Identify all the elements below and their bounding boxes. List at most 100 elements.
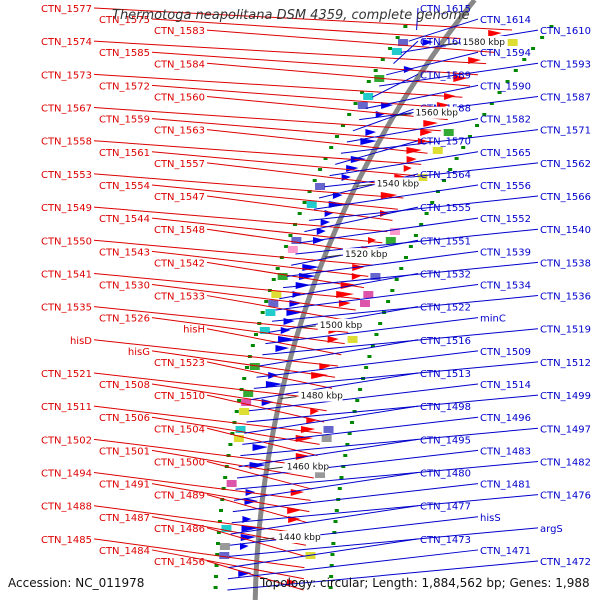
gene-label[interactable]: CTN_1539 bbox=[480, 247, 531, 258]
gene-label[interactable]: CTN_1575 bbox=[99, 15, 150, 26]
gene-label[interactable]: CTN_1516 bbox=[420, 336, 471, 347]
gene-label[interactable]: CTN_1512 bbox=[540, 358, 591, 369]
gene-label[interactable]: CTN_1614 bbox=[480, 15, 531, 26]
gene-label[interactable]: CTN_1526 bbox=[99, 314, 150, 325]
gene-label[interactable]: CTN_1510 bbox=[154, 391, 205, 402]
gene-label[interactable]: CTN_1543 bbox=[99, 247, 150, 258]
gene-label[interactable]: CTN_1476 bbox=[540, 491, 591, 502]
gene-label[interactable]: CTN_1562 bbox=[540, 159, 591, 170]
gene-label[interactable]: CTN_1590 bbox=[480, 81, 531, 92]
gene-label[interactable]: CTN_1547 bbox=[154, 192, 205, 203]
gene-label[interactable]: CTN_1540 bbox=[540, 225, 591, 236]
gene-label[interactable]: CTN_1550 bbox=[41, 236, 92, 247]
gene-label[interactable]: CTN_1508 bbox=[99, 380, 150, 391]
gene-label[interactable]: CTN_1567 bbox=[41, 104, 92, 115]
gene-label[interactable]: CTN_1506 bbox=[99, 413, 150, 424]
gene-label[interactable]: CTN_1582 bbox=[480, 115, 531, 126]
gene-label[interactable]: CTN_1593 bbox=[540, 59, 591, 70]
gene-label[interactable]: CTN_1560 bbox=[154, 92, 205, 103]
gene-label[interactable]: CTN_1509 bbox=[480, 347, 531, 358]
gene-label[interactable]: CTN_1534 bbox=[480, 281, 531, 292]
gene-label[interactable]: CTN_1548 bbox=[154, 225, 205, 236]
gene-label[interactable]: CTN_1519 bbox=[540, 325, 591, 336]
gene-label[interactable]: CTN_1523 bbox=[154, 358, 205, 369]
gene-label[interactable]: CTN_1488 bbox=[41, 502, 92, 513]
gene-label[interactable]: CTN_1544 bbox=[99, 214, 150, 225]
gene-label[interactable]: hisD bbox=[70, 336, 92, 347]
gene-label[interactable]: CTN_1572 bbox=[99, 81, 150, 92]
gene-label[interactable]: CTN_1473 bbox=[420, 535, 471, 546]
gene-label[interactable]: CTN_1486 bbox=[154, 524, 205, 535]
gene-label[interactable]: CTN_1480 bbox=[420, 469, 471, 480]
gene-label[interactable]: CTN_1552 bbox=[480, 214, 531, 225]
gene-label[interactable]: CTN_1533 bbox=[154, 292, 205, 303]
gene-label[interactable]: CTN_1536 bbox=[540, 292, 591, 303]
gene-label[interactable]: CTN_1553 bbox=[41, 170, 92, 181]
gene-label[interactable]: CTN_1501 bbox=[99, 446, 150, 457]
gene-label[interactable]: CTN_1570 bbox=[420, 137, 471, 148]
gene-label[interactable]: CTN_1555 bbox=[420, 203, 471, 214]
gene-label[interactable]: CTN_1594 bbox=[480, 48, 531, 59]
gene-label[interactable]: CTN_1495 bbox=[420, 435, 471, 446]
gene-label[interactable]: hisS bbox=[480, 513, 501, 524]
gene-label[interactable]: CTN_1566 bbox=[540, 192, 591, 203]
gene-label[interactable]: CTN_1513 bbox=[420, 369, 471, 380]
gene-label[interactable]: CTN_1489 bbox=[154, 491, 205, 502]
gene-label[interactable]: CTN_1538 bbox=[540, 258, 591, 269]
gene-label[interactable]: CTN_1589 bbox=[420, 70, 471, 81]
gene-label[interactable]: CTN_1522 bbox=[420, 303, 471, 314]
gene-label[interactable]: CTN_1551 bbox=[420, 236, 471, 247]
gene-label[interactable]: CTN_1556 bbox=[480, 181, 531, 192]
gene-label[interactable]: hisH bbox=[183, 325, 205, 336]
gene-label[interactable]: argS bbox=[540, 524, 563, 535]
gene-label[interactable]: CTN_1482 bbox=[540, 457, 591, 468]
gene-label[interactable]: CTN_1504 bbox=[154, 424, 205, 435]
gene-label[interactable]: CTN_1481 bbox=[480, 480, 531, 491]
gene-label[interactable]: CTN_1487 bbox=[99, 513, 150, 524]
gene-label[interactable]: CTN_1563 bbox=[154, 126, 205, 137]
gene-label[interactable]: CTN_1573 bbox=[41, 70, 92, 81]
gene-label[interactable]: CTN_1514 bbox=[480, 380, 531, 391]
gene-label[interactable]: CTN_1485 bbox=[41, 535, 92, 546]
gene-label[interactable]: CTN_1502 bbox=[41, 435, 92, 446]
gene-label[interactable]: CTN_1564 bbox=[420, 170, 471, 181]
gene-label[interactable]: CTN_1571 bbox=[540, 126, 591, 137]
gene-label[interactable]: CTN_1549 bbox=[41, 203, 92, 214]
gene-label[interactable]: CTN_1494 bbox=[41, 469, 92, 480]
gene-label[interactable]: CTN_1603 bbox=[420, 37, 471, 48]
gene-label[interactable]: CTN_1558 bbox=[41, 137, 92, 148]
gene-label[interactable]: CTN_1491 bbox=[99, 480, 150, 491]
gene-label[interactable]: CTN_1500 bbox=[154, 457, 205, 468]
gene-label[interactable]: CTN_1511 bbox=[41, 402, 92, 413]
gene-label[interactable]: CTN_1477 bbox=[420, 502, 471, 513]
gene-label[interactable]: CTN_1499 bbox=[540, 391, 591, 402]
gene-labels[interactable]: CTN_1577 CTN_1575 CTN_1583 CTN_1574 CTN_1585… bbox=[41, 4, 591, 568]
gene-label[interactable]: CTN_1535 bbox=[41, 303, 92, 314]
gene-label[interactable]: CTN_1521 bbox=[41, 369, 92, 380]
gene-label[interactable]: CTN_1559 bbox=[99, 115, 150, 126]
gene-label[interactable]: CTN_1530 bbox=[99, 281, 150, 292]
gene-label[interactable]: CTN_1497 bbox=[540, 424, 591, 435]
gene-label[interactable]: CTN_1584 bbox=[154, 59, 205, 70]
gene-label[interactable]: CTN_1484 bbox=[99, 546, 150, 557]
gene-label[interactable]: CTN_1610 bbox=[540, 26, 591, 37]
gene-label[interactable]: CTN_1498 bbox=[420, 402, 471, 413]
gene-label[interactable]: CTN_1554 bbox=[99, 181, 150, 192]
gene-label[interactable]: CTN_1577 bbox=[41, 4, 92, 15]
gene-label[interactable]: CTN_1565 bbox=[480, 148, 531, 159]
gene-label[interactable]: CTN_1541 bbox=[41, 269, 92, 280]
gene-label[interactable]: CTN_1471 bbox=[480, 546, 531, 557]
gene-label[interactable]: hisG bbox=[128, 347, 150, 358]
gene-label[interactable]: CTN_1496 bbox=[480, 413, 531, 424]
gene-label[interactable]: CTN_1532 bbox=[420, 269, 471, 280]
gene-label[interactable]: CTN_1542 bbox=[154, 258, 205, 269]
gene-label[interactable]: CTN_1615 bbox=[420, 4, 471, 15]
gene-label[interactable]: minC bbox=[480, 314, 506, 325]
gene-label[interactable]: CTN_1587 bbox=[540, 92, 591, 103]
gene-label[interactable]: CTN_1574 bbox=[41, 37, 92, 48]
gene-label[interactable]: CTN_1472 bbox=[540, 557, 591, 568]
gene-label[interactable]: CTN_1585 bbox=[99, 48, 150, 59]
gene-label[interactable]: CTN_1561 bbox=[99, 148, 150, 159]
gene-label[interactable]: CTN_1583 bbox=[154, 26, 205, 37]
gene-label[interactable]: CTN_1456 bbox=[154, 557, 205, 568]
